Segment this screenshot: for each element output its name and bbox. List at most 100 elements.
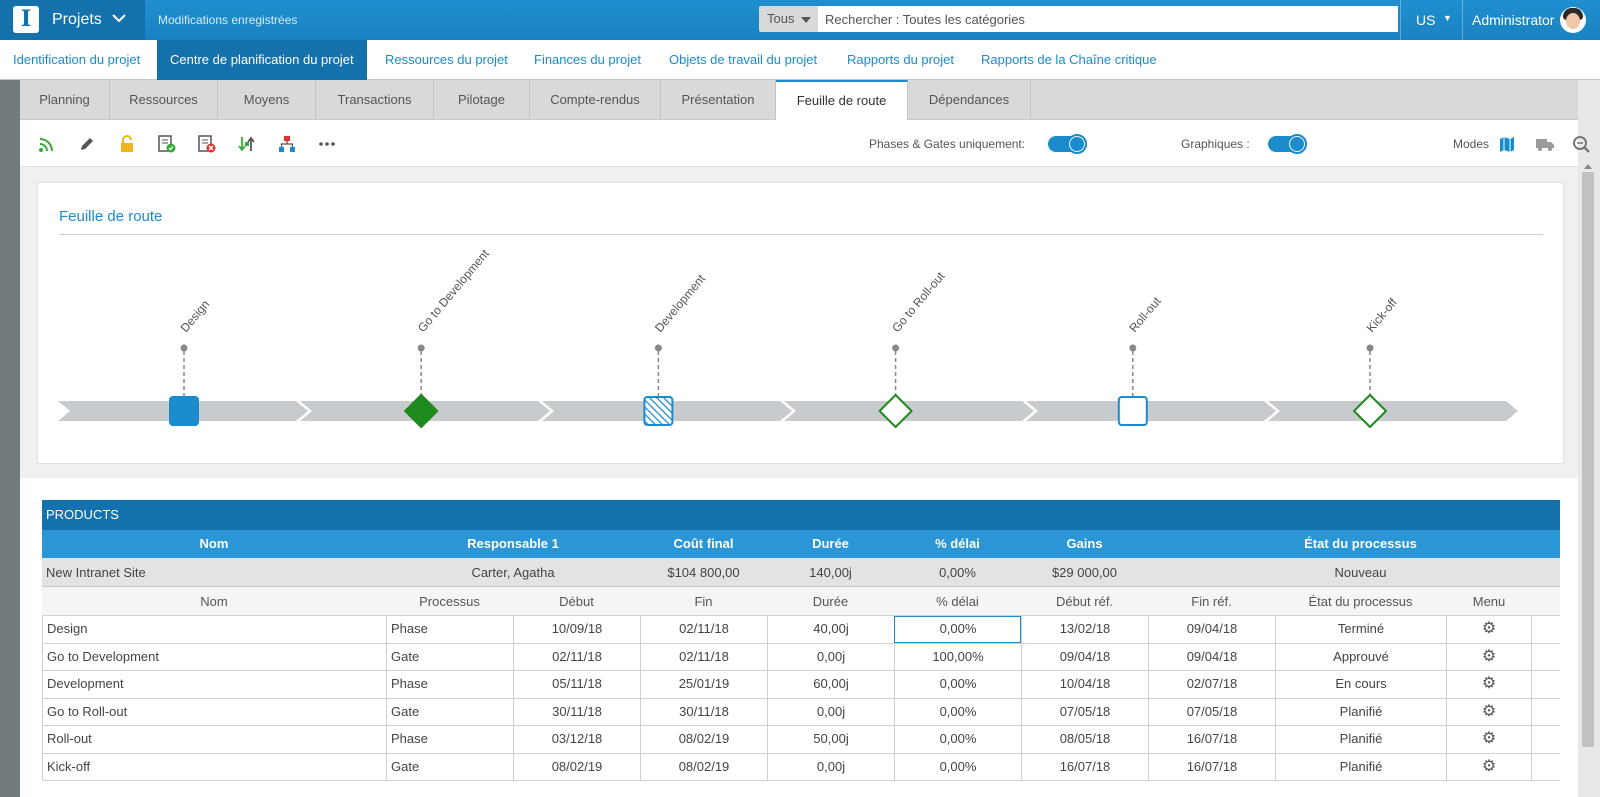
cell-debut-ref[interactable]: 07/05/18 [1021, 698, 1148, 725]
cell-delai[interactable]: 0,00% [894, 726, 1021, 753]
cell-nom[interactable]: Kick-off [42, 753, 386, 780]
cell-nom[interactable]: Development [42, 671, 386, 698]
truck-icon[interactable] [1535, 135, 1554, 153]
cell-duree[interactable]: 0,00j [767, 643, 894, 670]
cell-debut[interactable]: 05/11/18 [513, 671, 640, 698]
gear-icon[interactable]: ⚙ [1481, 620, 1497, 637]
cell-delai[interactable]: 0,00% [894, 753, 1021, 780]
tab-feuille-de-route[interactable]: Feuille de route [776, 80, 908, 120]
cell-fin-ref[interactable]: 02/07/18 [1148, 671, 1275, 698]
column-header[interactable]: Durée [812, 594, 849, 609]
cell-fin[interactable]: 30/11/18 [640, 698, 767, 725]
scrollbar-thumb[interactable] [1582, 172, 1594, 747]
cell-fin[interactable]: 25/01/19 [640, 671, 767, 698]
search-scope-select[interactable]: Tous [759, 6, 818, 32]
cell-debut-ref[interactable]: 13/02/18 [1021, 616, 1148, 643]
avatar[interactable] [1560, 7, 1586, 33]
cell-duree[interactable]: 50,00j [767, 726, 894, 753]
tab-dependances[interactable]: Dépendances [908, 80, 1031, 120]
zoom-icon[interactable] [1572, 135, 1590, 153]
milestone-marker[interactable] [643, 396, 674, 426]
tab-transactions[interactable]: Transactions [316, 80, 434, 120]
cell-nom[interactable]: Go to Development [42, 643, 386, 670]
tab-moyens[interactable]: Moyens [218, 80, 316, 120]
tab-presentation[interactable]: Présentation [661, 80, 776, 120]
row-menu[interactable]: ⚙ [1446, 643, 1532, 670]
cell-etat[interactable]: Planifié [1275, 753, 1446, 780]
nav-identification[interactable]: Identification du projet [13, 52, 141, 67]
row-menu[interactable]: ⚙ [1446, 616, 1532, 643]
cell-nom[interactable]: Design [42, 616, 386, 643]
cell-etat[interactable]: Approuvé [1275, 643, 1446, 670]
cell-processus[interactable]: Phase [386, 726, 513, 753]
nav-finances[interactable]: Finances du projet [534, 52, 641, 67]
chevron-down-icon[interactable] [111, 10, 127, 31]
column-header[interactable]: Processus [419, 594, 480, 609]
cell-delai[interactable]: 0,00% [894, 671, 1021, 698]
gear-icon[interactable]: ⚙ [1481, 675, 1497, 692]
table-row[interactable]: Design Phase 10/09/18 02/11/18 40,00j 0,… [42, 616, 1560, 644]
column-header[interactable]: État du processus [1308, 594, 1413, 609]
column-header[interactable]: Fin réf. [1191, 594, 1232, 609]
cell-processus[interactable]: Gate [386, 753, 513, 780]
cell-fin-ref[interactable]: 09/04/18 [1148, 616, 1275, 643]
cell-delai[interactable]: 100,00% [894, 643, 1021, 670]
cell-etat[interactable]: Planifié [1275, 726, 1446, 753]
nav-objets[interactable]: Objets de travail du projet [669, 52, 818, 67]
cell-fin[interactable]: 02/11/18 [640, 616, 767, 643]
map-icon[interactable] [1498, 135, 1516, 153]
row-menu[interactable]: ⚙ [1446, 698, 1532, 725]
column-header[interactable]: Début réf. [1055, 594, 1114, 609]
cell-duree[interactable]: 0,00j [767, 753, 894, 780]
hierarchy-icon[interactable] [278, 135, 296, 153]
tab-compte-rendus[interactable]: Compte-rendus [530, 80, 661, 120]
approve-list-icon[interactable] [158, 135, 176, 153]
cell-etat[interactable]: Planifié [1275, 698, 1446, 725]
milestone-marker[interactable] [169, 396, 199, 426]
cell-debut[interactable]: 10/09/18 [513, 616, 640, 643]
cell-debut-ref[interactable]: 10/04/18 [1021, 671, 1148, 698]
tab-planning[interactable]: Planning [20, 80, 110, 120]
cell-processus[interactable]: Phase [386, 616, 513, 643]
table-row[interactable]: Development Phase 05/11/18 25/01/19 60,0… [42, 671, 1560, 699]
column-header[interactable]: Fin [694, 594, 713, 609]
user-menu[interactable]: Administrator [1472, 12, 1555, 28]
cell-delai[interactable]: 0,00% [894, 698, 1021, 725]
cell-debut-ref[interactable]: 09/04/18 [1021, 643, 1148, 670]
cell-processus[interactable]: Phase [386, 671, 513, 698]
column-header[interactable]: % délai [936, 594, 979, 609]
gear-icon[interactable]: ⚙ [1481, 647, 1497, 665]
cell-nom[interactable]: Go to Roll-out [42, 698, 386, 725]
phases-gates-toggle[interactable] [1048, 134, 1087, 154]
table-row[interactable]: Go to Roll-out Gate 30/11/18 30/11/18 0,… [42, 698, 1560, 726]
cell-processus[interactable]: Gate [386, 698, 513, 725]
table-row[interactable]: Go to Development Gate 02/11/18 02/11/18… [42, 643, 1560, 671]
edit-pencil-icon[interactable] [78, 135, 96, 153]
more-icon[interactable] [318, 135, 336, 153]
milestone-marker[interactable] [404, 394, 439, 428]
reject-list-icon[interactable] [198, 135, 216, 153]
nav-planification[interactable]: Centre de planification du projet [157, 40, 367, 80]
swap-icon[interactable] [238, 135, 256, 153]
milestone-marker[interactable] [1117, 396, 1148, 426]
language-select[interactable]: US [1416, 12, 1436, 28]
rss-icon[interactable] [38, 135, 56, 153]
cell-fin-ref[interactable]: 16/07/18 [1148, 726, 1275, 753]
cell-delai[interactable]: 0,00% [894, 616, 1021, 643]
milestone-marker[interactable] [878, 394, 913, 428]
cell-fin[interactable]: 02/11/18 [640, 643, 767, 670]
column-header[interactable]: Nom [200, 594, 228, 609]
cell-fin[interactable]: 08/02/19 [640, 753, 767, 780]
column-header[interactable]: Début [559, 594, 594, 609]
row-menu[interactable]: ⚙ [1446, 753, 1532, 780]
cell-debut[interactable]: 02/11/18 [513, 643, 640, 670]
gear-icon[interactable]: ⚙ [1481, 702, 1497, 720]
roadmap-milestone[interactable]: Go to Development [404, 246, 492, 428]
gear-icon[interactable]: ⚙ [1481, 757, 1497, 775]
cell-etat[interactable]: En cours [1275, 671, 1446, 698]
nav-chaine-critique[interactable]: Rapports de la Chaîne critique [981, 52, 1157, 67]
cell-fin-ref[interactable]: 16/07/18 [1148, 753, 1275, 780]
cell-duree[interactable]: 60,00j [767, 671, 894, 698]
lock-icon[interactable] [118, 135, 136, 153]
row-menu[interactable]: ⚙ [1446, 671, 1532, 698]
